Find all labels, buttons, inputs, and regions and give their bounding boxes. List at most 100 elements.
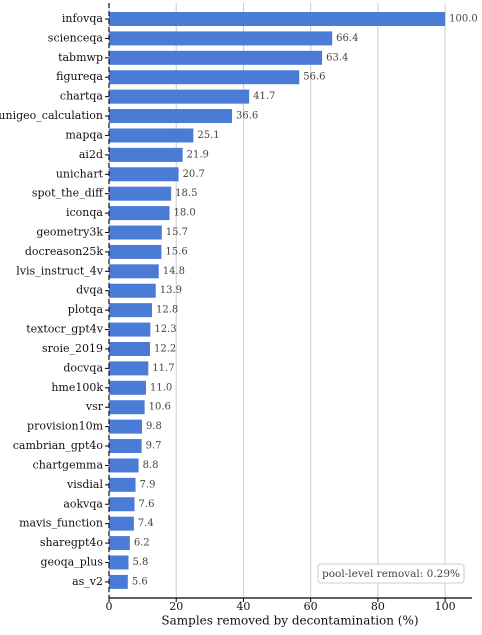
y-tick-label: iconqa (66, 206, 103, 219)
bar (109, 109, 233, 124)
bar (109, 361, 149, 376)
annotation: pool-level removal: 0.29% (322, 568, 460, 580)
y-tick-label: scienceqa (48, 31, 104, 44)
x-tick-label: 80 (371, 600, 385, 613)
bar (109, 12, 446, 27)
value-label: 13.9 (160, 285, 182, 296)
value-label: 12.3 (154, 324, 176, 335)
bar (109, 167, 179, 182)
value-label: 15.7 (166, 227, 188, 238)
y-tick-label: textocr_gpt4v (26, 323, 104, 336)
value-label: 5.6 (132, 576, 148, 587)
y-tick-label: tabmwp (58, 51, 103, 64)
bar (109, 574, 128, 589)
value-label: 12.8 (156, 305, 178, 316)
annotation-box (317, 563, 465, 584)
y-tick-label: infovqa (62, 12, 104, 25)
value-label: 18.0 (174, 208, 196, 219)
value-label: 15.6 (165, 246, 187, 257)
value-label: 21.9 (187, 149, 209, 160)
bar (109, 497, 135, 512)
y-tick-label: chartqa (60, 90, 104, 103)
y-tick-label: as_v2 (72, 575, 103, 588)
value-label: 11.7 (152, 363, 174, 374)
value-label: 12.2 (154, 343, 176, 354)
x-tick-label: 60 (304, 600, 318, 613)
value-label: 25.1 (197, 130, 219, 141)
y-tick-label: cambrian_gpt4o (13, 439, 104, 452)
bar (109, 439, 142, 454)
y-tick-label: dvqa (76, 284, 103, 297)
bar (109, 244, 162, 259)
bar (109, 477, 136, 492)
bar (109, 303, 153, 318)
y-tick-label: hme100k (51, 381, 103, 394)
bar (109, 536, 130, 551)
value-label: 14.8 (163, 266, 185, 277)
y-tick-label: sroie_2019 (42, 342, 103, 355)
value-label: 5.8 (132, 557, 148, 568)
bar (109, 458, 139, 473)
value-label: 56.6 (303, 72, 325, 83)
y-tick-label: unichart (56, 167, 104, 180)
value-label: 7.9 (140, 479, 156, 490)
value-label: 41.7 (253, 91, 275, 102)
bar (109, 419, 142, 434)
x-tick-label: 100 (435, 600, 456, 613)
value-label: 20.7 (183, 169, 205, 180)
y-tick-label: mavis_function (19, 517, 103, 530)
y-tick-label: vsr (85, 400, 104, 413)
value-label: 10.6 (149, 402, 171, 413)
x-tick-label: 20 (169, 600, 183, 613)
y-tick-label: ai2d (79, 148, 103, 161)
value-label: 18.5 (175, 188, 197, 199)
value-label: 9.8 (146, 421, 162, 432)
bar (109, 147, 183, 162)
value-label: 6.2 (134, 538, 150, 549)
y-tick-label: geoqa_plus (40, 555, 103, 568)
value-label: 36.6 (236, 111, 258, 122)
bar (109, 380, 146, 395)
value-label: 100.0 (449, 14, 478, 25)
bar (109, 322, 151, 337)
value-label: 9.7 (146, 441, 162, 452)
y-tick-label: mapqa (65, 128, 103, 141)
x-axis-label: Samples removed by decontamination (%) (161, 614, 418, 628)
bar (109, 70, 300, 85)
y-tick-label: provision10m (27, 420, 104, 433)
x-tick-label: 40 (236, 600, 250, 613)
value-label: 11.0 (150, 382, 172, 393)
bar (109, 341, 151, 356)
bar (109, 186, 172, 201)
bar (109, 516, 134, 531)
y-tick-label: plotqa (68, 303, 104, 316)
y-tick-label: geometry3k (36, 226, 103, 239)
y-tick-label: spot_the_diff (32, 187, 104, 200)
y-tick-label: figureqa (56, 70, 103, 83)
y-tick-label: docreason25k (25, 245, 104, 258)
x-tick-label: 0 (106, 600, 113, 613)
value-label: 63.4 (326, 52, 348, 63)
value-label: 7.6 (139, 499, 155, 510)
bar (109, 400, 145, 415)
bar (109, 225, 162, 240)
bar (109, 555, 129, 570)
value-label: 7.4 (138, 518, 154, 529)
bar (109, 264, 159, 279)
bar (109, 128, 194, 143)
bar (109, 206, 170, 221)
y-tick-label: aokvqa (63, 497, 103, 510)
y-tick-label: unigeo_calculation (0, 109, 103, 122)
value-label: 66.4 (336, 33, 358, 44)
y-tick-label: visdial (66, 478, 103, 491)
bar (109, 31, 333, 46)
y-tick-label: lvis_instruct_4v (16, 264, 103, 277)
y-tick-label: chartgemma (33, 458, 104, 471)
bar (109, 50, 323, 65)
bar (109, 89, 250, 104)
bar (109, 283, 156, 298)
y-tick-label: docvqa (63, 361, 103, 374)
value-label: 8.8 (143, 460, 159, 471)
y-tick-label: sharegpt4o (40, 536, 104, 549)
